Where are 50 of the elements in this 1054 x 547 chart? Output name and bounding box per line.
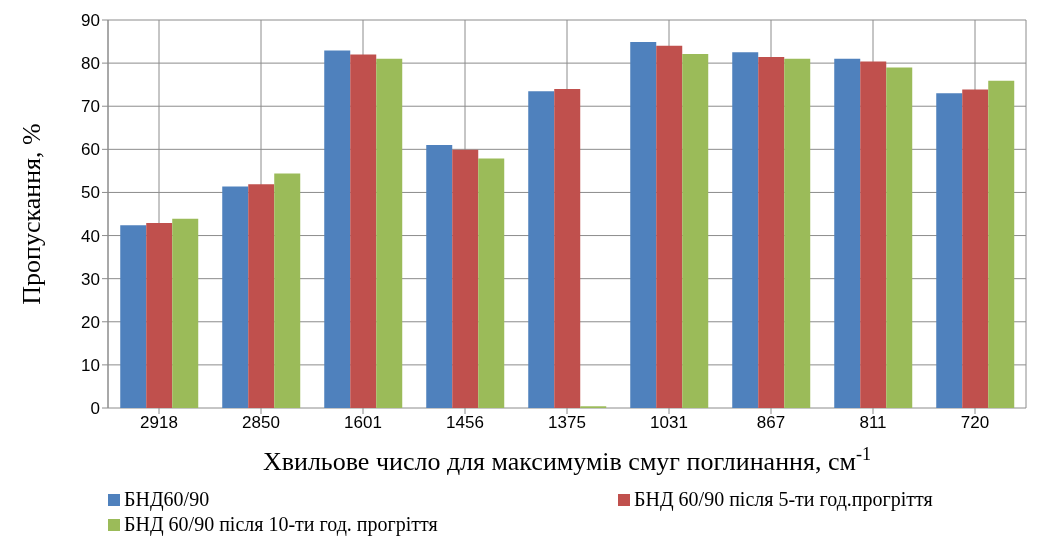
y-tick-label: 40 [81,226,100,246]
bar [350,54,377,408]
bar [732,52,759,408]
x-tick-label: 811 [859,413,887,433]
bar [554,88,581,408]
bar [478,158,505,408]
bar [886,67,913,408]
y-tick-label: 70 [81,97,100,117]
bar [834,58,861,408]
x-tick-label: 1601 [344,413,382,433]
x-tick-label: 1031 [650,413,688,433]
bar [146,223,173,408]
bar [274,173,301,408]
bar [376,58,403,408]
y-axis-title: Пропускання, % [17,123,46,305]
bar [324,50,351,408]
y-tick-label: 20 [81,312,100,332]
x-tick-label: 720 [960,413,990,433]
bar [682,54,709,408]
bar [936,93,963,408]
bar [758,57,785,408]
legend-label: БНД 60/90 після 10-ти год. прогріття [124,513,438,536]
bar [528,91,555,408]
bar [656,45,683,408]
y-tick-label: 50 [81,183,100,203]
x-tick-label: 2918 [140,413,178,433]
bar [172,218,199,408]
x-tick-label: 1456 [446,413,484,433]
y-tick-label: 30 [81,269,100,289]
y-tick-label: 80 [81,54,100,74]
bar [630,41,657,408]
y-tick-label: 0 [90,399,100,419]
bar [962,89,989,408]
legend-label: БНД60/90 [124,488,210,511]
y-tick-label: 60 [81,140,100,160]
bar [452,149,479,408]
x-tick-label: 867 [756,413,786,433]
bar [426,145,453,408]
x-tick-label: 2850 [242,413,280,433]
bar [222,186,249,408]
bar [248,184,275,408]
bar [120,225,147,408]
x-tick-label: 1375 [548,413,586,433]
bar [988,80,1015,408]
y-tick-label: 10 [81,355,100,375]
x-axis-title: Хвильове число для максимумів смуг поглинання, см$^{-1}$ [262,444,872,476]
bar [784,58,811,408]
legend-label: БНД 60/90 після 5-ти год.прогріття [634,488,933,511]
bar [860,61,887,408]
y-tick-label: 90 [81,11,100,31]
